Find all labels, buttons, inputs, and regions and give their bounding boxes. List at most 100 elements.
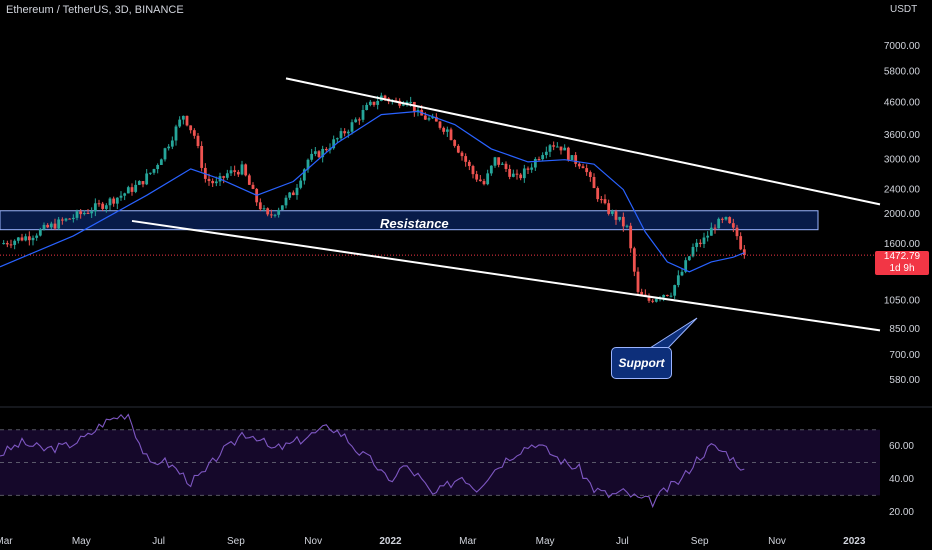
candle-body (365, 104, 369, 110)
candle-body (460, 152, 464, 157)
candle-body (526, 168, 530, 170)
time-tick-label: May (72, 536, 91, 547)
candle-body (368, 101, 372, 105)
candle-body (453, 140, 457, 146)
candle-body (412, 101, 416, 113)
time-tick-label: Mar (459, 536, 477, 547)
candle-body (735, 227, 739, 237)
candle-body (478, 179, 482, 182)
candle-body (464, 156, 468, 162)
resistance-zone (0, 210, 819, 231)
candle-body (295, 187, 299, 196)
candle-body (467, 161, 471, 167)
candle-body (9, 244, 13, 246)
candle-body (640, 291, 644, 295)
candle-body (313, 151, 317, 154)
candle-body (728, 217, 732, 224)
candle-body (449, 129, 453, 141)
candle-body (35, 235, 39, 238)
candle-body (350, 122, 354, 132)
candle-body (288, 192, 292, 198)
time-tick-label: Sep (691, 536, 709, 547)
candle-body (555, 146, 559, 148)
time-tick-label: Jul (616, 536, 629, 547)
candle-body (724, 217, 728, 220)
candle-body (196, 135, 200, 147)
currency-unit: USDT (890, 4, 918, 15)
candle-body (49, 223, 53, 228)
candle-body (222, 176, 226, 178)
price-tick-label: 850.00 (889, 324, 920, 335)
candle-body (86, 212, 90, 214)
candle-body (27, 236, 31, 241)
candle-body (335, 138, 339, 140)
time-axis: Mar May Jul Sep Nov 2022 Mar May Jul Sep Nov 2023 (0, 536, 866, 547)
price-tick-label: 3000.00 (884, 155, 921, 166)
time-tick-label: 2023 (843, 536, 866, 547)
candle-body (684, 260, 688, 272)
candle-body (163, 148, 167, 160)
price-tick-label: 5800.00 (884, 66, 921, 77)
candle-body (112, 198, 116, 204)
candle-body (306, 159, 310, 170)
candle-body (621, 216, 625, 227)
bar-countdown: 1d 9h (889, 263, 915, 274)
candle-body (214, 181, 218, 184)
time-tick-label: Jul (152, 536, 165, 547)
candle-body (475, 174, 479, 180)
candle-body (225, 173, 229, 178)
candle-body (134, 184, 138, 192)
candle-body (211, 181, 215, 184)
candle-body (456, 145, 460, 153)
candle-body (71, 217, 75, 220)
candle-body (438, 121, 442, 128)
candle-body (647, 295, 651, 301)
candle-body (244, 164, 248, 176)
chart-title: Ethereum / TetherUS, 3D, BINANCE (6, 4, 184, 16)
candle-body (665, 294, 669, 296)
candle-body (247, 175, 251, 185)
candle-body (251, 184, 255, 189)
candle-body (277, 209, 281, 215)
candle-body (383, 95, 387, 99)
candle-body (702, 237, 706, 245)
candle-body (544, 151, 548, 156)
rsi-tick-label: 60.00 (889, 441, 914, 452)
candle-body (64, 218, 68, 221)
candle-body (123, 193, 127, 196)
candle-body (581, 166, 585, 169)
candle-body (522, 168, 526, 179)
candle-body (357, 119, 361, 121)
candle-body (687, 256, 691, 261)
candle-body (141, 181, 145, 185)
candle-body (97, 203, 101, 205)
candle-body (519, 174, 523, 179)
candle-body (493, 157, 497, 166)
candle-body (577, 163, 581, 167)
candle-body (5, 243, 9, 245)
candle-body (93, 203, 97, 212)
candle-body (2, 243, 6, 245)
candle-body (269, 214, 273, 216)
candle-body (401, 104, 405, 106)
candle-body (75, 211, 79, 218)
candle-body (596, 188, 600, 200)
time-tick-label: Sep (227, 536, 245, 547)
trendlines (131, 77, 881, 349)
price-tick-label: 4600.00 (884, 97, 921, 108)
candle-body (181, 115, 185, 120)
candle-body (24, 236, 28, 241)
price-tick-label: 580.00 (889, 375, 920, 386)
candle-body (90, 211, 94, 214)
price-tick-label: 7000.00 (884, 41, 921, 52)
candle-body (739, 236, 743, 250)
candle-body (409, 101, 413, 103)
resistance-zone-rect (0, 210, 819, 231)
rsi-line (0, 413, 745, 509)
candle-body (530, 167, 534, 170)
candle-body (167, 146, 171, 149)
candle-body (200, 146, 204, 168)
candle-body (504, 163, 508, 169)
candle-body (431, 116, 435, 119)
